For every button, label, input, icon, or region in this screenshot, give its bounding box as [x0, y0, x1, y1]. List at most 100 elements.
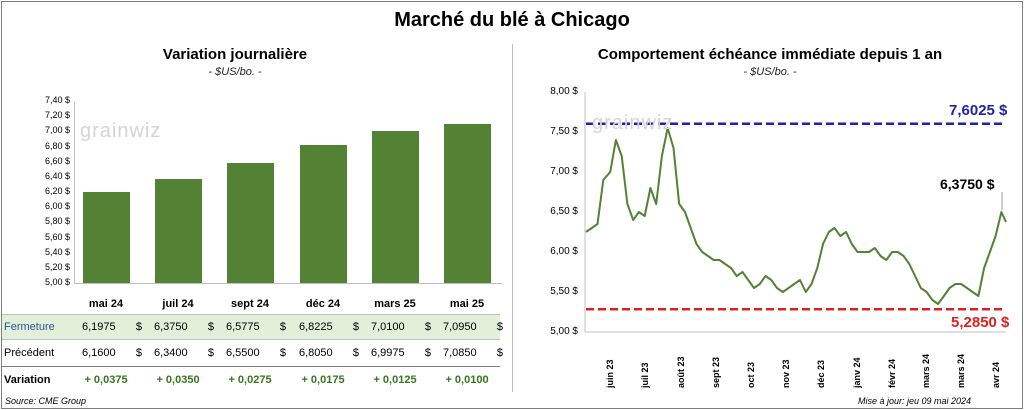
right-x-tick-label: avr 24 — [990, 361, 1001, 388]
right-y-tick-label: 5,00 $ — [550, 326, 578, 337]
cell-value: 6,8225 — [299, 321, 333, 333]
table-cell-fermeture: 6,3750 $ — [154, 321, 214, 335]
table-cell-precedent: 6,1600 $ — [82, 347, 142, 361]
bar — [299, 144, 347, 283]
dollar-sign: $ — [207, 347, 214, 359]
left-y-tick-label: 5,40 $ — [44, 246, 70, 257]
dollar-sign: $ — [279, 321, 286, 333]
table-cell-fermeture: 6,5775 $ — [226, 321, 286, 335]
table-cell-precedent: 6,8050 $ — [299, 347, 359, 361]
right-y-tick-label: 5,50 $ — [550, 286, 578, 297]
table-cell-fermeture: 7,0100 $ — [371, 321, 431, 335]
category-label: mai 24 — [88, 298, 124, 310]
table-cell-precedent: 7,0850 $ — [443, 347, 503, 361]
variation-value: + 0,0350 — [156, 374, 200, 386]
left-chart-title: Variation journalière — [162, 46, 308, 63]
right-chart-title: Comportement échéance immédiate depuis 1… — [597, 46, 943, 63]
row-label-fermeture: Fermeture — [4, 321, 55, 333]
panel-divider — [512, 44, 513, 392]
left-y-tick-label: 5,60 $ — [44, 231, 70, 242]
bar — [82, 192, 130, 283]
table-cell-fermeture: 6,8225 $ — [299, 321, 359, 335]
right-line-chart — [584, 92, 1007, 333]
dollar-sign: $ — [352, 347, 359, 359]
right-x-tick-label: mars 24 — [920, 353, 931, 388]
low-price-label: 5,2850 $ — [951, 314, 1010, 331]
left-y-tick-label: 6,80 $ — [44, 140, 70, 151]
right-y-tick-label: 7,50 $ — [550, 126, 578, 137]
category-label: juil 24 — [162, 298, 194, 310]
last-price-label: 6,3750 $ — [940, 176, 995, 192]
bar — [154, 178, 202, 283]
left-watermark-logo: grainwiz — [80, 120, 162, 142]
left-y-tick-label: 6,60 $ — [44, 155, 70, 166]
variation-value: + 0,0175 — [301, 374, 345, 386]
table-cell-precedent: 6,5500 $ — [226, 347, 286, 361]
cell-value: 7,0100 — [371, 321, 405, 333]
right-x-tick-label: nov 23 — [781, 359, 792, 388]
cell-value: 7,0850 — [443, 347, 477, 359]
row-label-variation: Variation — [4, 374, 51, 386]
variation-value: + 0,0275 — [228, 374, 272, 386]
price-series-line — [585, 127, 1007, 305]
variation-value: + 0,0375 — [84, 374, 128, 386]
dollar-sign: $ — [207, 321, 214, 333]
cell-value: 6,5500 — [226, 347, 260, 359]
dollar-sign: $ — [496, 321, 503, 333]
left-y-tick-label: 5,20 $ — [44, 261, 70, 272]
right-x-tick-label: août 23 — [675, 356, 686, 388]
category-label: sept 24 — [231, 298, 269, 310]
cell-value: 6,9975 — [371, 347, 405, 359]
bar — [371, 130, 419, 283]
category-label: déc 24 — [305, 298, 341, 310]
right-y-tick-label: 7,00 $ — [550, 166, 578, 177]
update-note: Mise à jour: jeu 09 mai 2024 — [858, 396, 972, 406]
cell-value: 6,1600 — [82, 347, 116, 359]
right-y-tick-label: 6,00 $ — [550, 246, 578, 257]
dollar-sign: $ — [496, 347, 503, 359]
table-separator — [2, 366, 500, 367]
right-x-tick-label: janv 24 — [851, 357, 862, 388]
variation-value: + 0,0100 — [445, 374, 489, 386]
cell-value: 6,5775 — [226, 321, 260, 333]
right-x-tick-label: mars 24 — [956, 353, 967, 388]
left-y-tick-label: 7,20 $ — [44, 110, 70, 121]
right-y-tick-label: 6,50 $ — [550, 206, 578, 217]
dollar-sign: $ — [135, 347, 142, 359]
left-y-tick-label: 6,40 $ — [44, 170, 70, 181]
right-x-tick-label: sept 23 — [711, 356, 722, 388]
table-cell-fermeture: 6,1975 $ — [82, 321, 142, 335]
dollar-sign: $ — [279, 347, 286, 359]
right-x-tick-label: juil 23 — [639, 362, 650, 388]
left-x-axis-line — [74, 283, 502, 284]
left-y-tick-label: 5,00 $ — [44, 277, 70, 287]
right-x-tick-label: déc 23 — [815, 359, 826, 388]
variation-value: + 0,0125 — [373, 374, 417, 386]
right-chart-unit: - $US/bo. - — [743, 66, 797, 78]
left-y-tick-label: 5,80 $ — [44, 216, 70, 227]
table-cell-fermeture: 7,0950 $ — [443, 321, 503, 335]
left-y-axis-line — [74, 101, 75, 284]
dollar-sign: $ — [424, 347, 431, 359]
fermeture-row-bg — [2, 314, 500, 340]
left-y-tick-label: 6,00 $ — [44, 201, 70, 212]
right-x-tick-label: oct 23 — [745, 361, 756, 388]
cell-value: 6,8050 — [299, 347, 333, 359]
cell-value: 6,3400 — [154, 347, 188, 359]
right-x-tick-label: févr 24 — [887, 358, 898, 388]
left-y-tick-label: 6,20 $ — [44, 186, 70, 196]
high-price-label: 7,6025 $ — [949, 102, 1008, 119]
bar — [443, 124, 491, 283]
bar — [226, 163, 274, 283]
source-note: Source: CME Group — [5, 396, 87, 406]
category-label: mai 25 — [449, 298, 485, 310]
cell-value: 6,3750 — [154, 321, 188, 333]
dollar-sign: $ — [352, 321, 359, 333]
right-x-tick-label: juin 23 — [605, 359, 616, 388]
cell-value: 6,1975 — [82, 321, 116, 333]
dollar-sign: $ — [424, 321, 431, 333]
dollar-sign: $ — [135, 321, 142, 333]
table-cell-precedent: 6,9975 $ — [371, 347, 431, 361]
left-y-tick-label: 7,00 $ — [44, 125, 70, 136]
table-cell-precedent: 6,3400 $ — [154, 347, 214, 361]
